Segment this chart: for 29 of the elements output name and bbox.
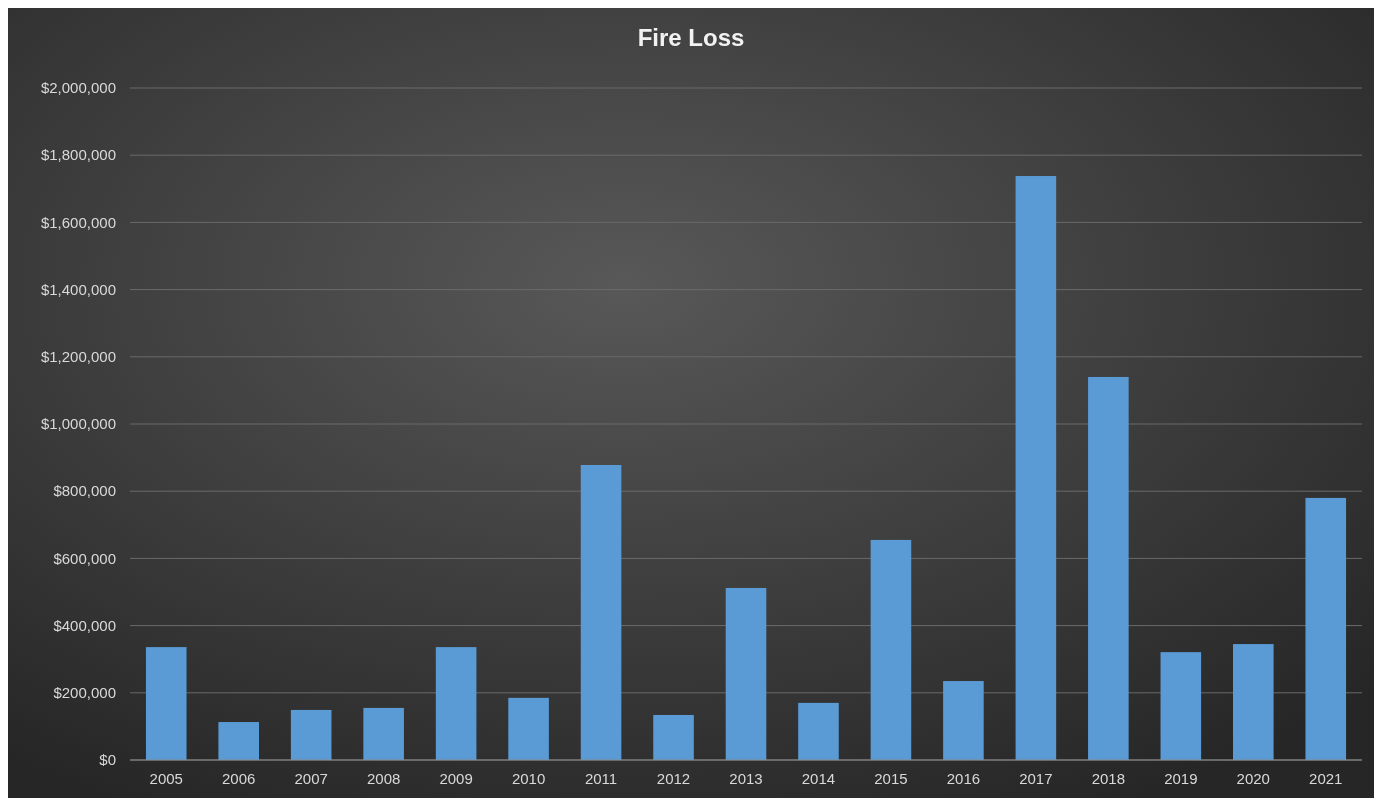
y-tick-label: $600,000 <box>53 549 116 567</box>
x-tick-label: 2015 <box>874 770 908 787</box>
y-tick-label: $400,000 <box>53 616 116 634</box>
y-tick-label: $0 <box>99 751 116 769</box>
x-tick-label: 2009 <box>439 770 473 787</box>
x-tick-label: 2020 <box>1236 770 1270 787</box>
x-tick-label: 2014 <box>801 770 836 787</box>
x-tick-label: 2005 <box>149 770 183 787</box>
x-tick-label: 2013 <box>729 770 763 787</box>
y-tick-label: $1,800,000 <box>40 146 116 164</box>
y-tick-label: $2,000,000 <box>40 79 116 97</box>
y-tick-label: $1,600,000 <box>40 213 116 231</box>
y-tick-label: $1,000,000 <box>40 415 116 433</box>
x-tick-label: 2017 <box>1019 770 1053 787</box>
y-tick-label: $200,000 <box>53 684 116 702</box>
x-tick-label: 2010 <box>511 770 546 787</box>
x-tick-label: 2008 <box>366 770 401 787</box>
x-tick-label: 2006 <box>222 770 256 787</box>
x-tick-label: 2019 <box>1164 770 1198 787</box>
x-tick-label: 2021 <box>1309 770 1343 787</box>
x-tick-label: 2018 <box>1091 770 1126 787</box>
x-tick-label: 2007 <box>294 770 328 787</box>
y-tick-label: $1,200,000 <box>40 348 116 366</box>
chart-title: Fire Loss <box>637 24 745 51</box>
x-tick-label: 2011 <box>584 770 618 787</box>
x-tick-label: 2012 <box>656 770 691 787</box>
y-tick-label: $800,000 <box>53 482 116 500</box>
y-tick-label: $1,400,000 <box>40 280 116 298</box>
x-tick-label: 2016 <box>946 770 981 787</box>
